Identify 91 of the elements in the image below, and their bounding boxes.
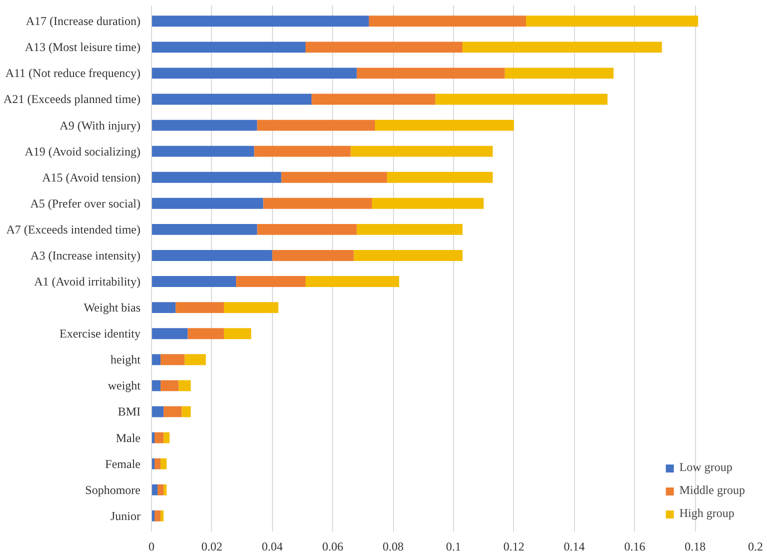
- bar: [272, 250, 354, 261]
- y-tick-label: A7 (Exceeds intended time): [6, 222, 141, 236]
- y-tick-label: Sophomore: [85, 482, 141, 497]
- x-tick-label: 0.18: [684, 540, 706, 553]
- bar: [182, 406, 191, 418]
- legend-label: Middle group: [679, 483, 745, 498]
- bar: [312, 94, 436, 105]
- bar: [160, 380, 179, 392]
- bar: [152, 380, 161, 392]
- y-tick-label: Male: [116, 430, 140, 445]
- bar: [435, 94, 608, 105]
- bar: [306, 276, 400, 287]
- bar: [164, 406, 182, 418]
- bar: [188, 328, 224, 340]
- bar: [152, 120, 258, 131]
- bar: [160, 354, 185, 366]
- bar: [152, 276, 236, 287]
- bar: [152, 94, 312, 105]
- bar: [224, 328, 252, 340]
- legend-label: Low group: [679, 460, 732, 475]
- bar: [160, 510, 164, 522]
- y-tick-label: BMI: [118, 404, 141, 419]
- y-tick-label: A17 (Increase duration): [26, 14, 141, 28]
- y-tick-label: A19 (Avoid socializing): [24, 144, 141, 158]
- bar: [154, 510, 161, 522]
- y-tick-label: weight: [108, 378, 142, 393]
- bar: [152, 484, 158, 496]
- y-tick-label: A3 (Increase intensity): [30, 248, 141, 262]
- bar: [152, 172, 282, 183]
- bar: [372, 198, 484, 209]
- bar: [176, 302, 224, 314]
- y-tick-label: A13 (Most leisure time): [24, 40, 141, 54]
- bar: [356, 224, 463, 235]
- bar: [263, 198, 372, 209]
- y-tick-label: A5 (Prefer over social): [30, 196, 141, 210]
- x-tick-label: 0.04: [262, 540, 283, 553]
- legend-label: High group: [679, 506, 734, 521]
- bar: [152, 250, 272, 261]
- bar: [184, 354, 206, 366]
- bar: [164, 432, 170, 444]
- x-tick-label: 0.16: [624, 540, 646, 553]
- y-tick-label: Junior: [110, 508, 141, 523]
- bar: [152, 68, 357, 79]
- y-tick-label: Exercise identity: [60, 326, 141, 341]
- x-tick-label: 0.06: [322, 540, 344, 553]
- bar: [374, 120, 514, 131]
- bar: [152, 406, 164, 418]
- bar: [152, 146, 254, 157]
- y-tick-label: A15 (Avoid tension): [42, 170, 141, 184]
- x-tick-label: 0.2: [748, 540, 763, 553]
- x-tick-label: 0.08: [382, 540, 404, 553]
- bar: [257, 224, 357, 235]
- bar: [152, 354, 161, 366]
- bar: [236, 276, 306, 287]
- y-tick-label: A21 (Exceeds planned time): [4, 92, 141, 106]
- y-tick-label: Female: [105, 456, 141, 471]
- bar: [152, 42, 306, 53]
- bar: [354, 250, 463, 261]
- y-tick-label: A1 (Avoid irritability): [34, 274, 141, 289]
- x-tick-label: 0.14: [564, 540, 585, 553]
- bar: [504, 68, 614, 79]
- bar: [281, 172, 388, 183]
- bar: [356, 68, 505, 79]
- x-tick-label: 0.02: [201, 540, 222, 553]
- bar: [152, 198, 264, 209]
- x-tick-label: 0: [148, 540, 154, 553]
- bar: [160, 458, 167, 470]
- bar: [462, 42, 662, 53]
- bar: [387, 172, 493, 183]
- y-tick-label: Weight bias: [84, 300, 141, 315]
- bar: [350, 146, 493, 157]
- bar: [526, 16, 698, 27]
- bar: [306, 42, 463, 53]
- y-tick-label: A9 (With injury): [60, 118, 141, 132]
- bar: [254, 146, 351, 157]
- bar: [368, 16, 526, 27]
- bar: [152, 328, 188, 340]
- bar: [154, 458, 161, 470]
- x-tick-label: 0.12: [503, 540, 524, 553]
- x-tick-label: 0.1: [446, 540, 461, 553]
- bar: [152, 302, 176, 314]
- bar: [178, 380, 191, 392]
- bar: [154, 432, 164, 444]
- bar: [152, 16, 369, 27]
- bar: [152, 224, 258, 235]
- bar: [224, 302, 278, 314]
- bar: [164, 484, 167, 496]
- bar: [257, 120, 375, 131]
- y-tick-label: A11 (Not reduce frequency): [5, 66, 141, 80]
- y-tick-label: height: [110, 352, 142, 367]
- bar: [158, 484, 164, 496]
